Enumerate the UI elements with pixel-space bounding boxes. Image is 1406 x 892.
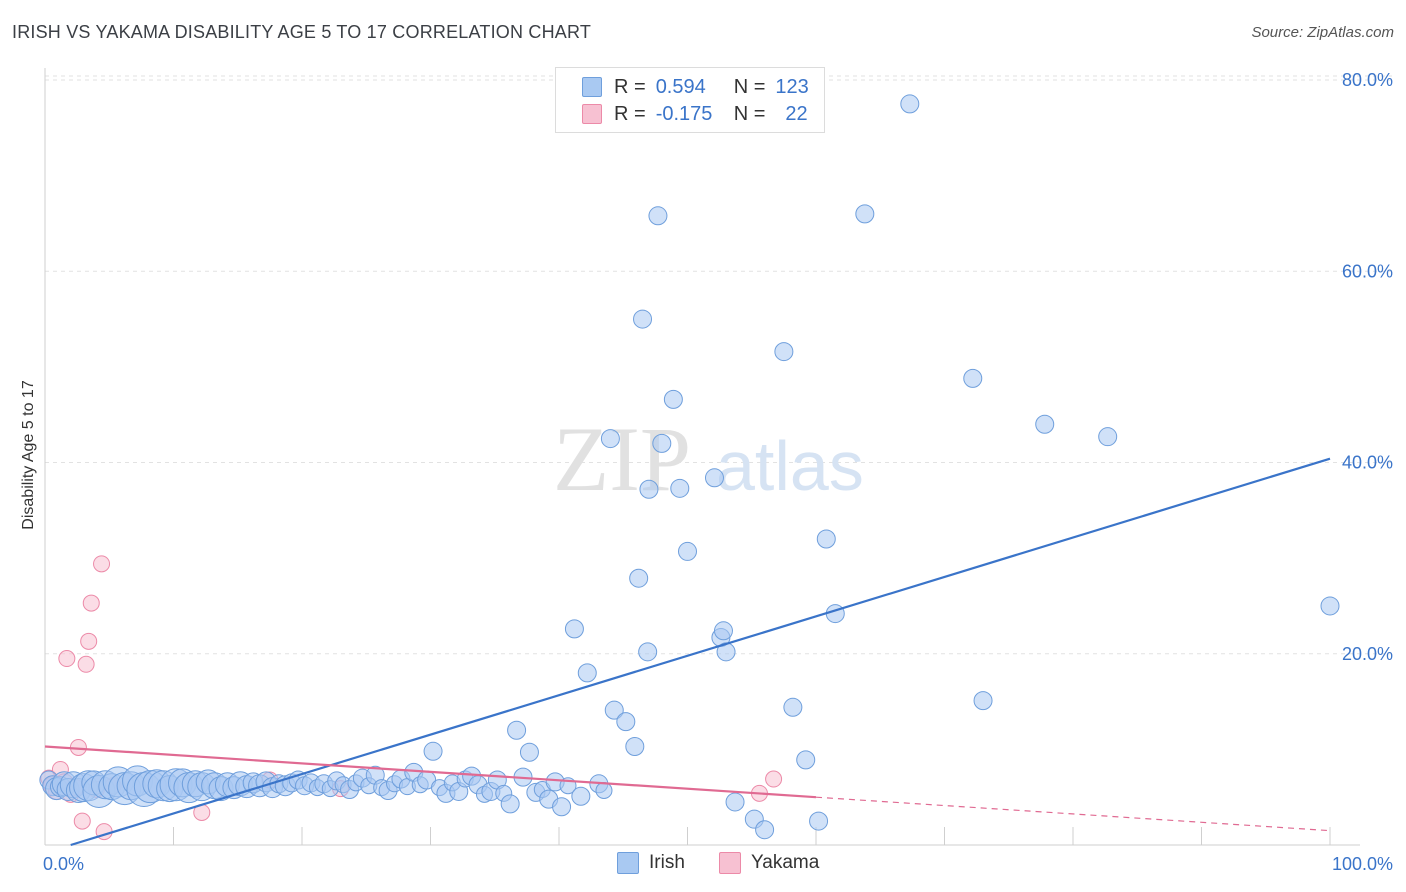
irish-point	[725, 792, 745, 812]
irish-point	[577, 663, 597, 683]
irish-point	[663, 389, 683, 409]
y-tick-label: 60.0%	[1342, 261, 1393, 281]
irish-point	[713, 621, 733, 641]
watermark-zip: ZIP	[553, 408, 691, 510]
irish-point	[595, 781, 613, 799]
irish-legend-swatch	[617, 852, 639, 874]
irish-point	[652, 433, 672, 453]
legend-item-irish: Irish	[617, 852, 685, 874]
yakama-point	[82, 594, 100, 612]
irish-point	[604, 700, 624, 720]
irish-point	[963, 368, 983, 388]
yakama-trend-extension	[815, 796, 1331, 832]
legend-irish-label: Irish	[649, 852, 685, 873]
irish-point	[1098, 427, 1118, 447]
irish-point	[855, 204, 875, 224]
yakama-point	[80, 632, 98, 650]
legend-r-value: -0.175	[655, 102, 713, 125]
legend-r-label: R =	[614, 102, 646, 125]
yakama-trend-line	[44, 745, 817, 799]
legend-row-irish: R = 0.594 N = 123	[582, 75, 809, 99]
irish-point	[796, 750, 816, 770]
irish-point	[1035, 414, 1055, 434]
irish-point	[616, 712, 636, 732]
yakama-point	[77, 655, 95, 673]
irish-trend-line	[70, 457, 1331, 847]
legend-row-yakama: R = -0.175 N = 22	[582, 102, 808, 126]
irish-point	[1320, 596, 1340, 616]
irish-point	[774, 342, 794, 362]
irish-point	[600, 429, 620, 449]
y-tick-label: 40.0%	[1342, 453, 1393, 473]
irish-point	[519, 742, 539, 762]
series-legend: Irish Yakama	[0, 852, 1406, 878]
yakama-legend-swatch	[719, 852, 741, 874]
irish-point	[670, 478, 690, 498]
x-tick-label-max: 100.0%	[1332, 854, 1393, 874]
irish-point	[825, 604, 845, 624]
irish-point	[552, 797, 572, 817]
irish-point	[809, 811, 829, 831]
irish-point	[629, 568, 649, 588]
legend-r-value: 0.594	[655, 75, 706, 98]
yakama-point	[73, 812, 91, 830]
irish-swatch	[582, 77, 602, 97]
chart-title: IRISH VS YAKAMA DISABILITY AGE 5 TO 17 C…	[12, 22, 592, 42]
irish-point	[639, 479, 659, 499]
yakama-point	[58, 650, 76, 668]
legend-n-label: N =	[733, 102, 766, 125]
irish-point	[648, 206, 668, 226]
legend-n-value: 22	[785, 102, 808, 125]
y-tick-label: 80.0%	[1342, 70, 1393, 90]
legend-item-yakama: Yakama	[719, 852, 819, 874]
irish-point	[704, 468, 724, 488]
irish-point	[625, 737, 645, 757]
x-tick-label-min: 0.0%	[43, 854, 84, 874]
stats-legend: R = 0.594 N = 123 R = -0.175 N = 22	[555, 67, 825, 133]
y-tick-label: 20.0%	[1342, 644, 1393, 664]
legend-n-label: N =	[733, 75, 766, 98]
irish-points	[39, 94, 1340, 840]
irish-point	[755, 820, 775, 840]
irish-point	[571, 786, 591, 806]
irish-point	[816, 529, 836, 549]
grid-lines	[45, 75, 1392, 655]
tick-labels: 20.0% 40.0% 60.0% 80.0% 0.0% 100.0%	[43, 70, 1393, 874]
yakama-point	[93, 555, 111, 573]
legend-n-value: 123	[775, 75, 809, 98]
legend-yakama-label: Yakama	[751, 852, 820, 873]
irish-point	[678, 541, 697, 561]
irish-point	[783, 697, 803, 717]
trend-lines	[44, 457, 1331, 847]
irish-point	[564, 619, 584, 639]
irish-point	[423, 741, 443, 761]
y-axis-label: Disability Age 5 to 17	[20, 380, 37, 530]
yakama-point	[765, 770, 783, 788]
irish-point	[900, 94, 920, 114]
axes	[44, 68, 1360, 846]
legend-r-label: R =	[614, 75, 646, 98]
irish-point	[507, 720, 527, 740]
irish-point	[633, 309, 653, 329]
yakama-swatch	[582, 104, 602, 124]
irish-point	[500, 794, 520, 814]
irish-point	[638, 642, 658, 662]
watermark-atlas: atlas	[716, 427, 864, 505]
irish-point	[973, 691, 993, 711]
source-label: Source: ZipAtlas.com	[1251, 24, 1394, 41]
